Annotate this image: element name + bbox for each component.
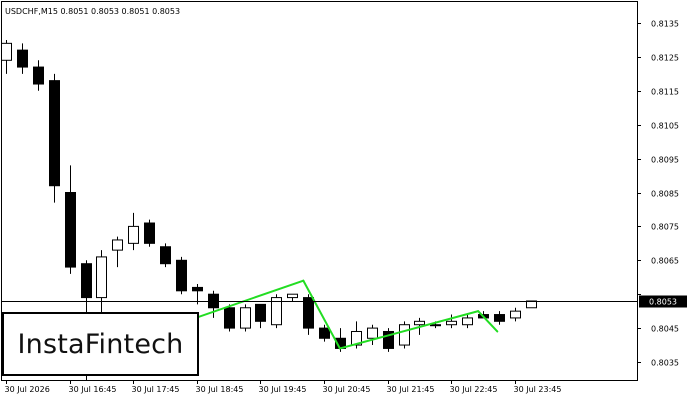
candle (49, 73, 60, 203)
candle (160, 243, 171, 268)
pattern-line (477, 310, 499, 333)
candle (367, 324, 378, 346)
candle-body-bull (510, 310, 521, 319)
y-tick-label: 0.8125 (651, 54, 679, 63)
candle-body-bull (446, 320, 457, 326)
y-tick-label: 0.8085 (651, 190, 679, 199)
candle-body-bull (399, 324, 410, 346)
chart-title: USDCHF,M15 0.8051 0.8053 0.8051 0.8053 (5, 7, 180, 16)
candle-body-bear (65, 192, 76, 268)
candle-body-bear (255, 303, 266, 322)
candle-body-bear (160, 246, 171, 265)
candle (192, 284, 203, 305)
candle-body-bull (96, 256, 107, 299)
candle (17, 43, 28, 74)
candle-body-bear (192, 286, 203, 292)
x-tick-label: 30 Jul 20:45 (323, 385, 371, 394)
x-tick-label: 30 Jul 2026 (5, 385, 50, 394)
candle (271, 294, 282, 329)
candle (112, 236, 123, 268)
candle-body-bull (287, 293, 298, 299)
candle-body-bear (33, 66, 44, 85)
candle (494, 311, 505, 325)
y-tick-label: 0.8035 (651, 359, 679, 368)
candle (65, 165, 76, 274)
pattern-line (338, 310, 480, 350)
x-tick-label: 30 Jul 19:45 (259, 385, 307, 394)
candle (176, 256, 187, 295)
pattern-line (302, 279, 341, 350)
candle-body-bear (224, 307, 235, 329)
candle-body-bear (144, 222, 155, 244)
candle-body-bull (271, 297, 282, 326)
candle (383, 328, 394, 352)
candle (144, 219, 155, 247)
y-tick-label: 0.8065 (651, 257, 679, 266)
x-axis: 30 Jul 2026 30 Jul 16:45 30 Jul 17:45 30 Ju… (5, 380, 562, 394)
candle-body-bear (383, 330, 394, 349)
candle (510, 307, 521, 322)
x-tick-label: 30 Jul 22:45 (450, 385, 498, 394)
current-price-line-layer: 0.8053 (1, 295, 687, 308)
candle-body-bull (112, 239, 123, 251)
y-tick-label: 0.8095 (651, 156, 679, 165)
candle (462, 314, 473, 329)
x-tick-label: 30 Jul 23:45 (514, 385, 562, 394)
candle (526, 300, 537, 309)
y-tick-label: 0.8045 (651, 325, 679, 334)
y-tick-label: 0.8115 (651, 88, 679, 97)
candle-body-bull (526, 300, 537, 309)
plot-border (1, 1, 638, 381)
candle (287, 293, 298, 301)
candle-body-bear (208, 293, 219, 309)
y-tick-label: 0.8075 (651, 223, 679, 232)
y-tick-label: 0.8105 (651, 122, 679, 131)
candle (128, 212, 139, 251)
candle-body-bull (462, 317, 473, 326)
x-tick-label: 30 Jul 21:45 (387, 385, 435, 394)
candle (224, 304, 235, 332)
candle (319, 324, 330, 342)
candle-body-bear (176, 259, 187, 292)
candles-layer (1, 39, 537, 380)
candle-body-bear (494, 314, 505, 322)
candle-body-bull (351, 330, 362, 346)
brand-logo: InstaFintech (2, 312, 199, 376)
candle (96, 250, 107, 315)
current-price-label-box (639, 295, 687, 308)
y-tick-label: 0.8135 (651, 20, 679, 29)
brand-logo-text: InstaFintech (17, 328, 184, 360)
candle (240, 304, 251, 332)
candle (208, 290, 219, 318)
x-tick-label: 30 Jul 17:45 (132, 385, 180, 394)
candle-body-bear (319, 327, 330, 339)
candle-body-bear (17, 49, 28, 68)
candle-body-bull (367, 327, 378, 339)
plot-frame (1, 1, 638, 381)
candle-body-bear (49, 80, 60, 187)
candle (446, 314, 457, 329)
y-axis: 0.8135 0.8125 0.8115 0.8105 0.8095 0.8085 0.80… (637, 20, 679, 368)
candle (255, 303, 266, 329)
candle-body-bull (414, 320, 425, 326)
candle-body-bear (81, 263, 92, 299)
candle-body-bear (303, 297, 314, 329)
x-tick-label: 30 Jul 18:45 (196, 385, 244, 394)
x-tick-label: 30 Jul 16:45 (69, 385, 117, 394)
candle-body-bull (240, 307, 251, 329)
candle (33, 60, 44, 91)
candle (303, 294, 314, 335)
candle (1, 39, 12, 74)
candle-body-bull (128, 225, 139, 244)
candle-body-bull (430, 324, 441, 327)
candle-body-bull (1, 42, 12, 61)
candle (399, 321, 410, 349)
current-price-label: 0.8053 (649, 298, 677, 307)
